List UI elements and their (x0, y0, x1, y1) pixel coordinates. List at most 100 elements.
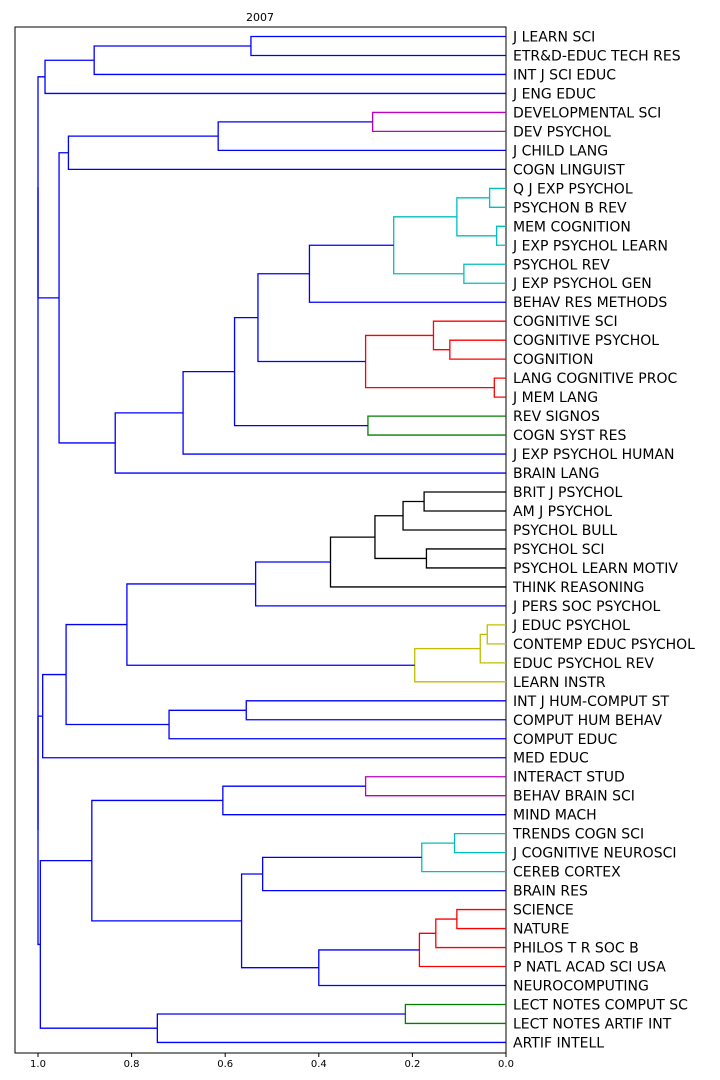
link-f5 (329, 536, 506, 588)
leaf-label-interact-stud: INTERACT STUD (513, 770, 625, 786)
leaf-label-neurocomputing: NEUROCOMPUTING (513, 979, 649, 995)
leaf-label-brain-lang: BRAIN LANG (513, 466, 599, 482)
x-tick-label: 0.0 (498, 1059, 514, 1070)
x-tick-label: 0.2 (404, 1059, 420, 1070)
link-a3 (44, 59, 506, 95)
leaf-label-psychol-bull: PSYCHOL BULL (513, 523, 617, 539)
leaf-label-lang-cognitive-proc: LANG COGNITIVE PROC (513, 371, 677, 387)
link-j2 (421, 842, 506, 873)
leaf-label-q-j-exp-psychol: Q J EXP PSYCHOL (513, 181, 633, 197)
leaf-label-int-j-hum-comput-st: INT J HUM-COMPUT ST (513, 694, 670, 710)
link-c1 (449, 339, 506, 360)
link-d3 (182, 370, 506, 455)
leaf-label-rev-signos: REV SIGNOS (513, 409, 600, 425)
link-j3 (261, 856, 506, 892)
link-m2 (156, 1013, 506, 1044)
leaf-label-psychol-learn-motiv: PSYCHOL LEARN MOTIV (513, 561, 678, 577)
link-a6 (67, 135, 506, 171)
leaf-label-cereb-cortex: CEREB CORTEX (513, 865, 621, 881)
leaf-label-learn-instr: LEARN INSTR (513, 675, 606, 691)
link-b3 (456, 197, 497, 237)
leaf-label-j-exp-psychol-gen: J EXP PSYCHOL GEN (512, 276, 652, 292)
leaf-label-etr-d-educ-tech-res: ETR&D-EDUC TECH RES (513, 48, 681, 64)
leaf-label-mem-cognition: MEM COGNITION (513, 219, 631, 235)
link-e1 (58, 152, 116, 444)
leaf-label-comput-educ: COMPUT EDUC (513, 732, 617, 748)
leaf-label-philos-t-r-soc-b: PHILOS T R SOC B (513, 941, 639, 957)
leaf-label-lect-notes-comput-sc: LECT NOTES COMPUT SC (513, 997, 688, 1013)
leaf-label-cognitive-sci: COGNITIVE SCI (513, 314, 618, 330)
dendrogram-links (37, 35, 506, 1044)
link-k1 (456, 908, 506, 930)
leaf-label-think-reasoning: THINK REASONING (512, 580, 644, 596)
leaf-label-mind-mach: MIND MACH (513, 808, 597, 824)
leaf-label-brit-j-psychol: BRIT J PSYCHOL (513, 485, 622, 501)
link-k2 (435, 918, 506, 949)
leaf-label-brain-res: BRAIN RES (513, 884, 588, 900)
link-i1 (364, 776, 506, 797)
x-tick-label: 0.4 (311, 1059, 327, 1070)
x-tick-label: 1.0 (30, 1059, 46, 1070)
link-h2 (168, 709, 506, 740)
link-k6 (91, 799, 242, 922)
leaf-label-dev-psychol: DEV PSYCHOL (513, 124, 611, 140)
leaf-label-science: SCIENCE (513, 903, 574, 919)
link-g1 (486, 624, 506, 645)
leaf-label-contemp-educ-psychol: CONTEMP EDUC PSYCHOL (513, 637, 695, 653)
leaf-label-nature: NATURE (513, 922, 569, 938)
leaf-label-cognitive-psychol: COGNITIVE PSYCHOL (513, 333, 659, 349)
link-f3 (425, 548, 506, 569)
link-a1 (250, 35, 506, 57)
leaf-labels: J LEARN SCI ETR&D-EDUC TECH RES INT J SCI … (512, 30, 695, 1052)
x-tick-label: 0.6 (217, 1059, 233, 1070)
leaf-label-j-educ-psychol: J EDUC PSYCHOL (512, 618, 630, 634)
link-k3 (418, 932, 506, 968)
leaf-label-lect-notes-artif-int: LECT NOTES ARTIF INT (513, 1016, 672, 1032)
link-k4 (318, 949, 506, 987)
link-d1 (367, 415, 506, 436)
x-tick-label: 0.8 (124, 1059, 140, 1070)
link-b1 (488, 187, 506, 208)
link-a5 (217, 121, 506, 152)
link-c3 (493, 377, 506, 398)
leaf-label-psychon-b-rev: PSYCHON B REV (513, 200, 627, 216)
x-axis-ticks: 1.0 0.8 0.6 0.4 0.2 0.0 (30, 1053, 514, 1070)
leaf-label-j-learn-sci: J LEARN SCI (512, 30, 595, 46)
link-g3 (414, 647, 506, 683)
link-f6 (254, 561, 506, 607)
leaf-label-psychol-rev: PSYCHOL REV (513, 257, 610, 273)
link-f1 (423, 491, 506, 512)
link-f4 (374, 515, 427, 560)
link-b2 (495, 225, 506, 246)
link-h3 (65, 623, 170, 726)
link-m3 (39, 859, 158, 1029)
link-j1 (453, 833, 506, 854)
link-h1 (245, 700, 506, 721)
link-m1 (404, 1003, 506, 1025)
leaf-label-comput-hum-behav: COMPUT HUM BEHAV (513, 713, 663, 729)
leaf-label-cognition: COGNITION (513, 352, 593, 368)
leaf-label-j-mem-lang: J MEM LANG (512, 390, 598, 406)
link-a2 (93, 45, 506, 76)
link-g2 (479, 633, 506, 664)
leaf-label-j-child-lang: J CHILD LANG (512, 143, 608, 159)
leaf-label-j-eng-educ: J ENG EDUC (512, 86, 596, 102)
link-c5 (257, 273, 366, 363)
leaf-label-psychol-sci: PSYCHOL SCI (513, 542, 604, 558)
link-c4 (364, 334, 495, 389)
link-f2 (402, 500, 506, 531)
link-c2 (432, 320, 506, 351)
link-b5 (393, 216, 464, 275)
leaf-label-cogn-syst-res: COGN SYST RES (513, 428, 626, 444)
link-d2 (233, 316, 368, 427)
leaf-label-j-exp-psychol-human: J EXP PSYCHOL HUMAN (512, 447, 675, 463)
link-a4 (371, 111, 506, 133)
link-b4 (463, 263, 506, 284)
leaf-label-educ-psychol-rev: EDUC PSYCHOL REV (513, 656, 654, 672)
leaf-label-artif-intell: ARTIF INTELL (513, 1035, 604, 1051)
leaf-label-j-cognitive-neurosci: J COGNITIVE NEUROSCI (512, 846, 676, 862)
link-i2 (222, 785, 506, 816)
leaf-label-j-exp-psychol-learn: J EXP PSYCHOL LEARN (512, 238, 668, 254)
link-h4 (42, 673, 506, 759)
